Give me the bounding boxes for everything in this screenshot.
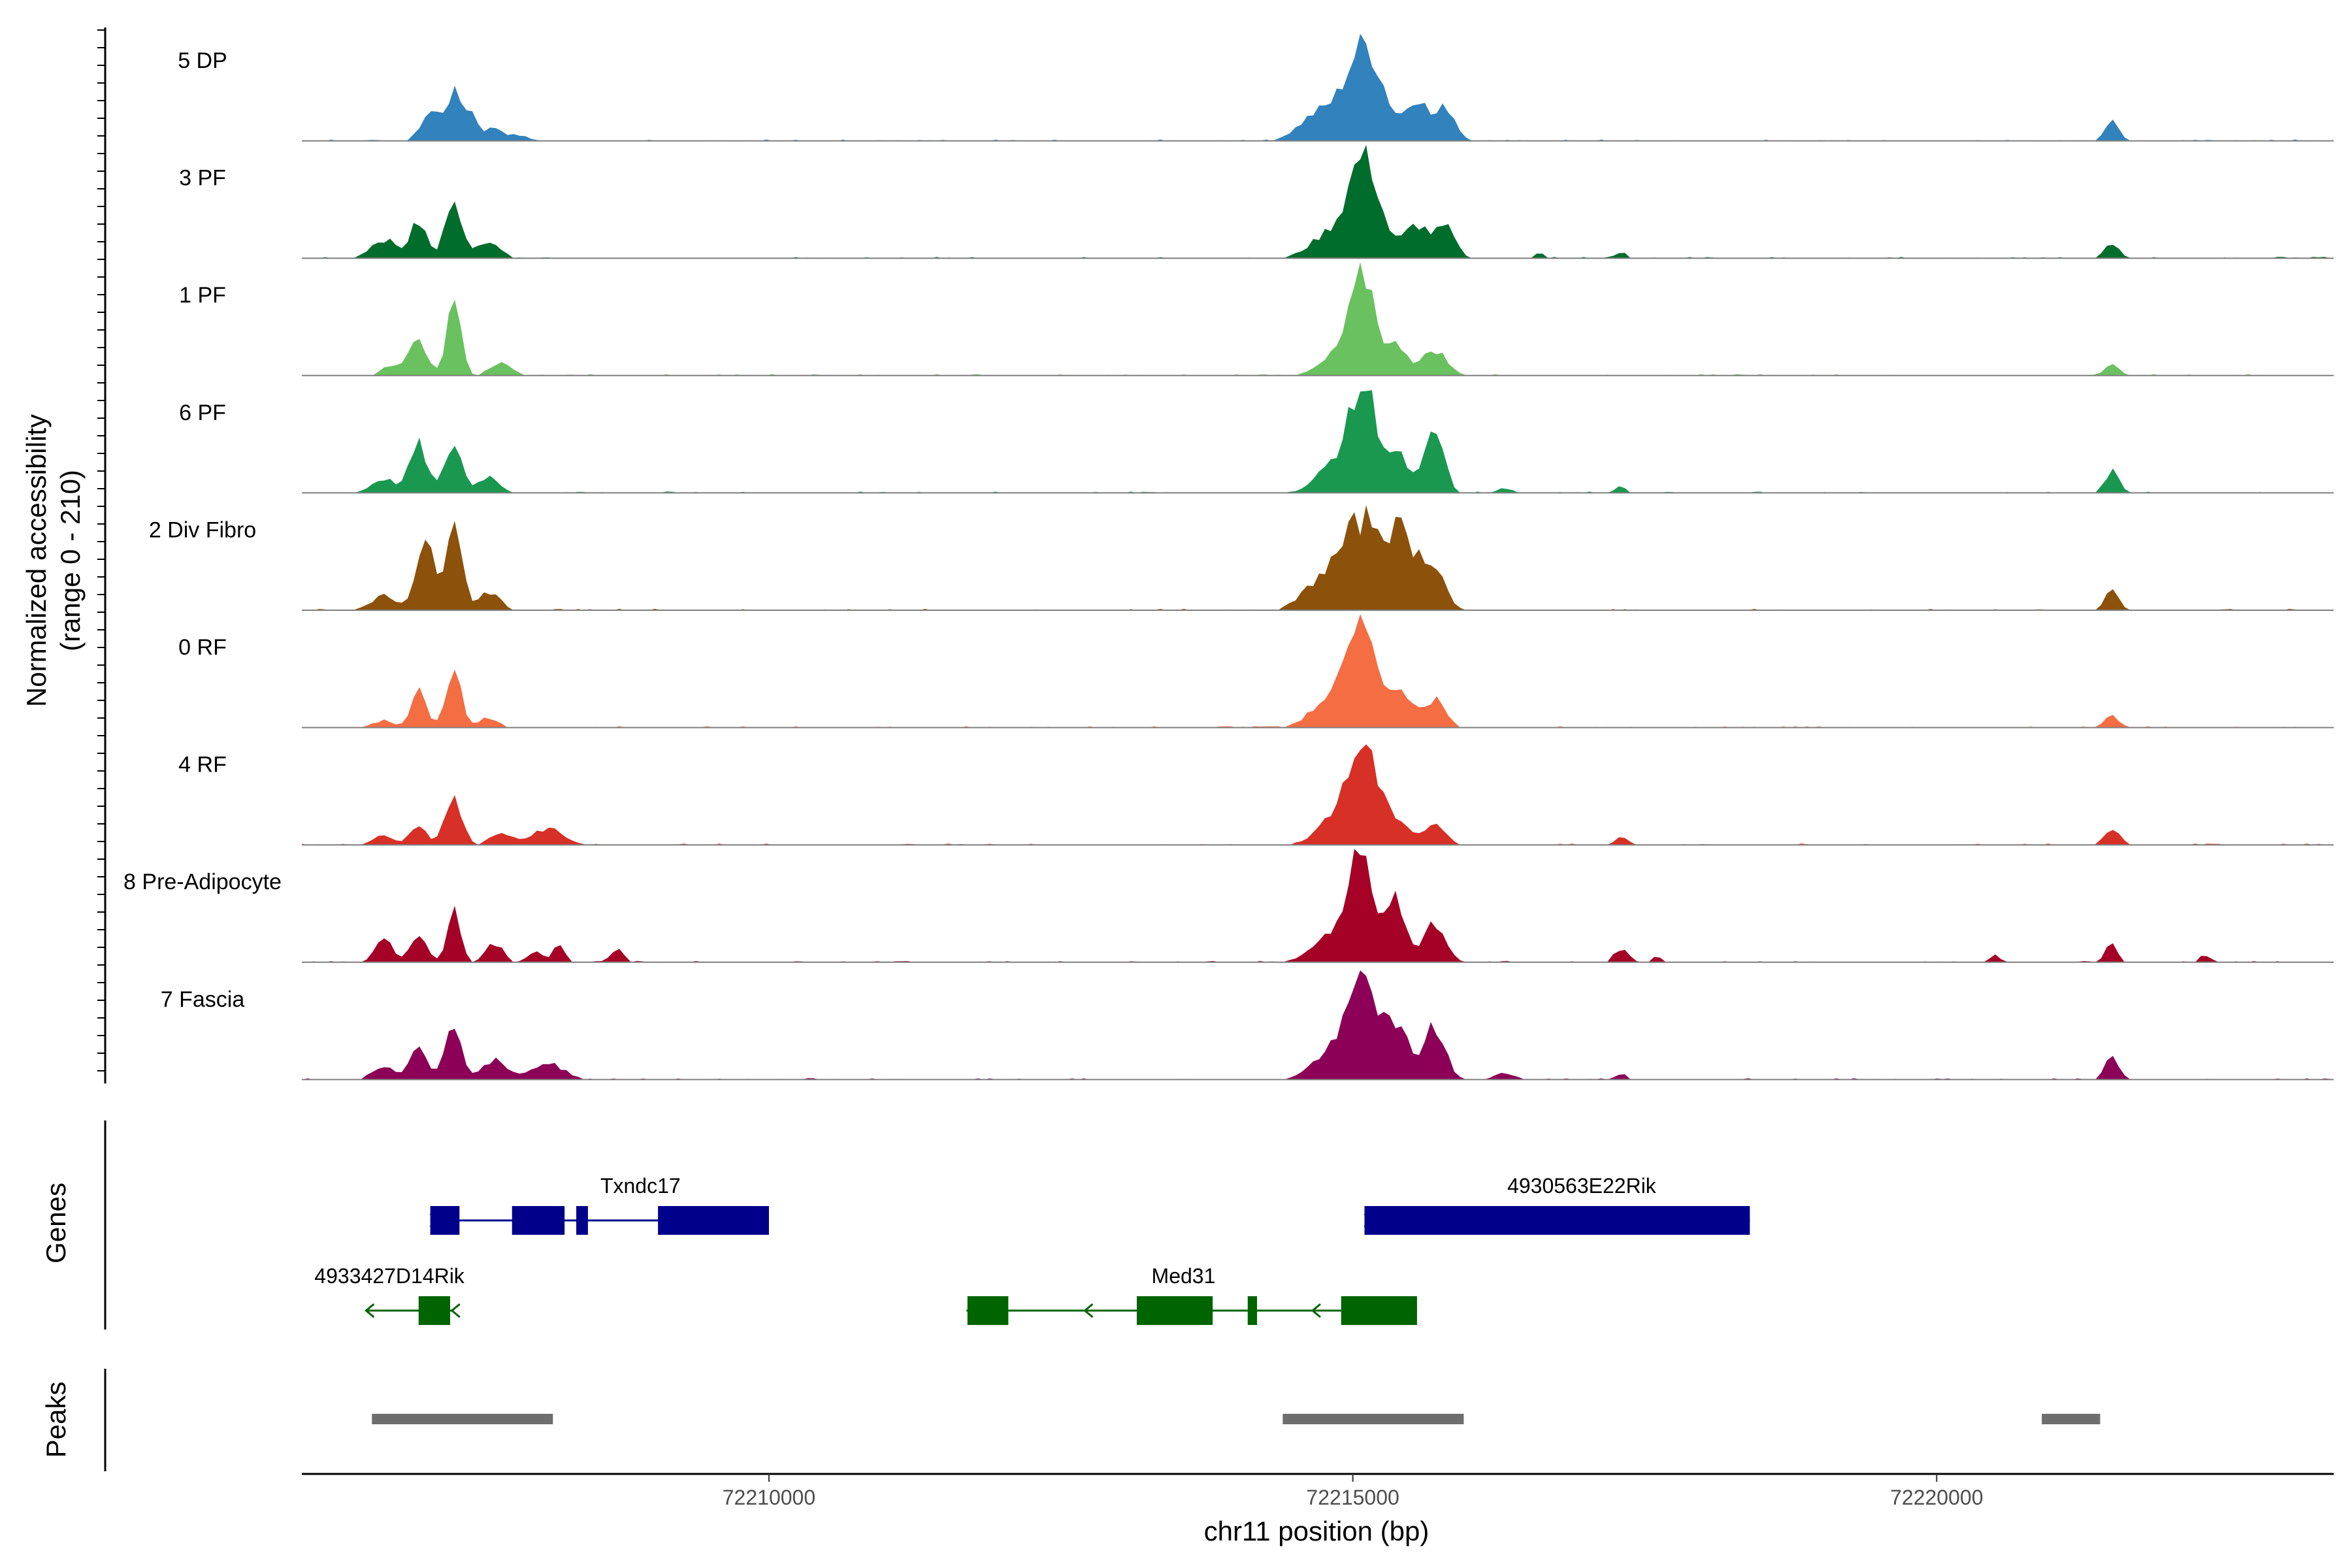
x-axis: chr11 position (bp) 72210000 72215000 7222… — [302, 1473, 2334, 1546]
strand-arrow — [364, 1303, 375, 1318]
genes-title: Genes — [41, 1183, 71, 1264]
x-axis-title: chr11 position (bp) — [1204, 1516, 1429, 1546]
coverage-area — [302, 505, 2334, 610]
gene-exon — [576, 1206, 588, 1235]
coverage-area — [302, 614, 2334, 728]
peak-region — [1282, 1414, 1464, 1424]
coverage-area — [302, 970, 2334, 1080]
x-tick-label: 72215000 — [1306, 1486, 1399, 1509]
gene-4933427d14rik: 4933427D14Rik — [314, 1264, 465, 1325]
x-tick-label: 72210000 — [723, 1486, 815, 1509]
track-5-dp: 5 DP — [178, 33, 2334, 142]
y-axis-title: Normalized accessibility — [21, 414, 52, 707]
gene-exon — [967, 1296, 1009, 1325]
coverage-area — [302, 144, 2334, 259]
gene-4930563e22rik: 4930563E22Rik — [1364, 1174, 1750, 1235]
track-label: 1 PF — [179, 283, 226, 308]
genes-panel: Genes Txndc17 4930563E22Rik 4933427D14Rik M… — [41, 1120, 1750, 1330]
track-label: 8 Pre-Adipocyte — [123, 870, 282, 894]
track-0-rf: 0 RF — [178, 614, 2334, 728]
coverage-area — [302, 390, 2334, 493]
gene-exon — [1364, 1206, 1750, 1235]
coverage-tracks: 5 DP 3 PF 1 PF 6 PF 2 Div Fibro 0 RF 4 RF 8 Pre… — [123, 33, 2334, 1081]
gene-label: Med31 — [1152, 1264, 1216, 1288]
track-8-pre-adipocyte: 8 Pre-Adipocyte — [123, 849, 2334, 963]
track-label: 6 PF — [179, 400, 226, 425]
strand-arrow — [1311, 1303, 1321, 1318]
track-7-fascia: 7 Fascia — [161, 970, 2334, 1081]
coverage-area — [302, 262, 2334, 376]
track-label: 3 PF — [179, 166, 226, 191]
gene-exon — [512, 1206, 565, 1235]
strand-arrow — [1083, 1303, 1094, 1318]
strand-arrow — [966, 1303, 976, 1318]
gene-label: Txndc17 — [600, 1174, 681, 1198]
gene-label: 4930563E22Rik — [1507, 1174, 1657, 1198]
gene-exon — [1341, 1296, 1417, 1325]
track-label: 0 RF — [178, 635, 227, 660]
gene-exon — [1136, 1296, 1213, 1325]
track-6-pf: 6 PF — [179, 390, 2334, 494]
track-label: 2 Div Fibro — [149, 517, 256, 542]
strand-arrow — [1364, 1213, 1374, 1228]
track-1-pf: 1 PF — [179, 262, 2334, 376]
coverage-area — [302, 849, 2334, 962]
gene-exon — [418, 1296, 450, 1325]
gene-exon — [658, 1206, 769, 1235]
gene-exon — [1247, 1296, 1258, 1325]
gene-med31: Med31 — [966, 1264, 1417, 1325]
y-axis-range-label: (range 0 - 210) — [55, 470, 86, 651]
strand-arrow — [450, 1303, 461, 1318]
track-label: 7 Fascia — [161, 987, 245, 1012]
gene-txndc17: Txndc17 — [429, 1174, 769, 1235]
coverage-area — [302, 33, 2334, 141]
track-2-div-fibro: 2 Div Fibro — [149, 505, 2334, 611]
peaks-title: Peaks — [41, 1382, 71, 1458]
peak-region — [2042, 1414, 2100, 1424]
coverage-area — [302, 744, 2334, 845]
track-4-rf: 4 RF — [178, 744, 2334, 846]
strand-arrow — [429, 1213, 440, 1228]
x-tick-label: 72220000 — [1890, 1486, 1983, 1509]
track-3-pf: 3 PF — [179, 144, 2334, 259]
gene-label: 4933427D14Rik — [314, 1264, 465, 1288]
gene-exon — [430, 1206, 460, 1235]
track-label: 5 DP — [178, 48, 227, 73]
peak-region — [372, 1414, 553, 1424]
track-label: 4 RF — [178, 753, 227, 777]
y-axis: Normalized accessibility (range 0 - 210) — [21, 27, 106, 1084]
peaks-panel: Peaks — [41, 1369, 2100, 1471]
